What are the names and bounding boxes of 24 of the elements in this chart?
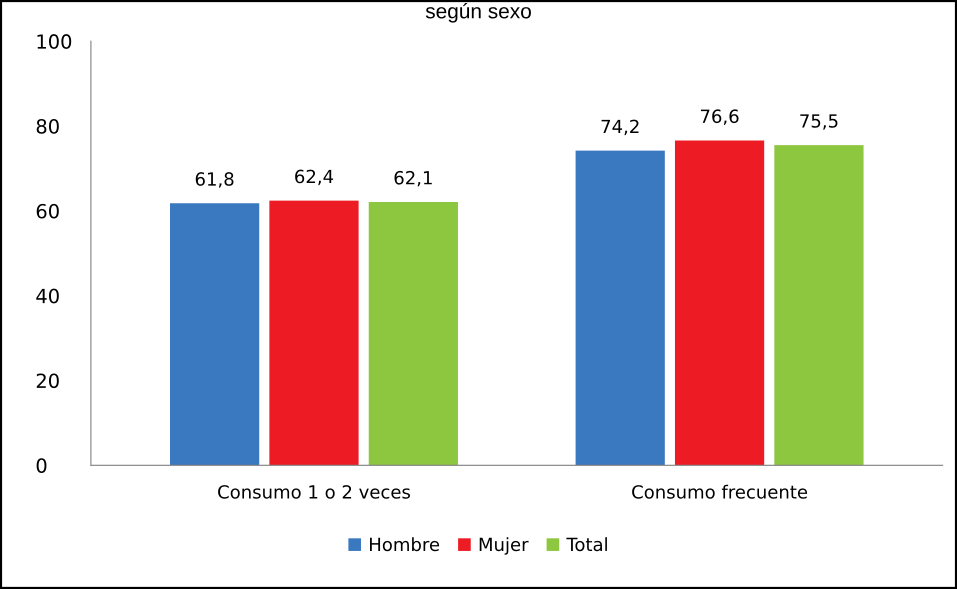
- bar: [674, 140, 764, 466]
- data-label: 74,2: [602, 120, 638, 136]
- y-tick-label: 0: [36, 458, 46, 473]
- bar: [368, 202, 458, 466]
- chart-title: según sexo: [426, 2, 531, 23]
- data-label: 62,1: [394, 170, 432, 186]
- bar: [269, 200, 359, 466]
- x-tick-label: Consumo frecuente: [632, 484, 808, 499]
- data-label: 62,4: [295, 170, 334, 186]
- y-tick-label: 20: [36, 373, 59, 388]
- bar: [576, 150, 665, 466]
- x-tick-label: Consumo 1 o 2 veces: [218, 485, 410, 499]
- legend-label: Hombre: [370, 537, 440, 552]
- y-tick-label: 60: [36, 204, 59, 219]
- y-tick-label: 100: [37, 34, 72, 49]
- y-tick-label: 80: [36, 119, 59, 134]
- legend-label: Mujer: [480, 537, 529, 555]
- y-tick-label: 40: [36, 288, 59, 304]
- bar: [774, 145, 864, 466]
- data-label: 75,5: [800, 114, 838, 130]
- legend-label: Total: [566, 537, 607, 552]
- data-label: 61,8: [196, 172, 234, 188]
- bar: [170, 203, 260, 466]
- data-label: 76,6: [700, 109, 739, 125]
